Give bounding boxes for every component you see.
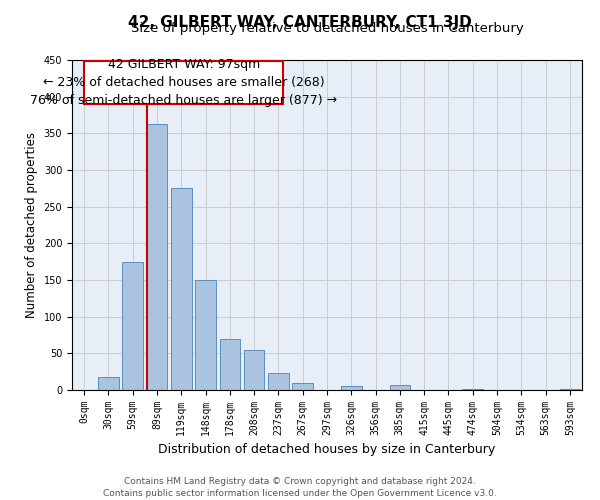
Bar [389, 385, 410, 390]
Bar [560, 388, 580, 390]
FancyBboxPatch shape [84, 62, 283, 104]
Text: 42 GILBERT WAY: 97sqm
← 23% of detached houses are smaller (268)
76% of semi-det: 42 GILBERT WAY: 97sqm ← 23% of detached … [30, 58, 337, 107]
Bar [292, 382, 313, 390]
Title: Size of property relative to detached houses in Canterbury: Size of property relative to detached ho… [131, 22, 523, 35]
Bar [341, 386, 362, 390]
Bar [122, 262, 143, 390]
Bar [146, 124, 167, 390]
X-axis label: Distribution of detached houses by size in Canterbury: Distribution of detached houses by size … [158, 444, 496, 456]
Text: Contains HM Land Registry data © Crown copyright and database right 2024.
Contai: Contains HM Land Registry data © Crown c… [103, 476, 497, 498]
Bar [268, 373, 289, 390]
Y-axis label: Number of detached properties: Number of detached properties [25, 132, 38, 318]
Bar [220, 338, 240, 390]
Bar [171, 188, 191, 390]
Text: 42, GILBERT WAY, CANTERBURY, CT1 3JD: 42, GILBERT WAY, CANTERBURY, CT1 3JD [128, 15, 472, 30]
Bar [195, 280, 216, 390]
Bar [244, 350, 265, 390]
Bar [463, 388, 483, 390]
Bar [98, 377, 119, 390]
